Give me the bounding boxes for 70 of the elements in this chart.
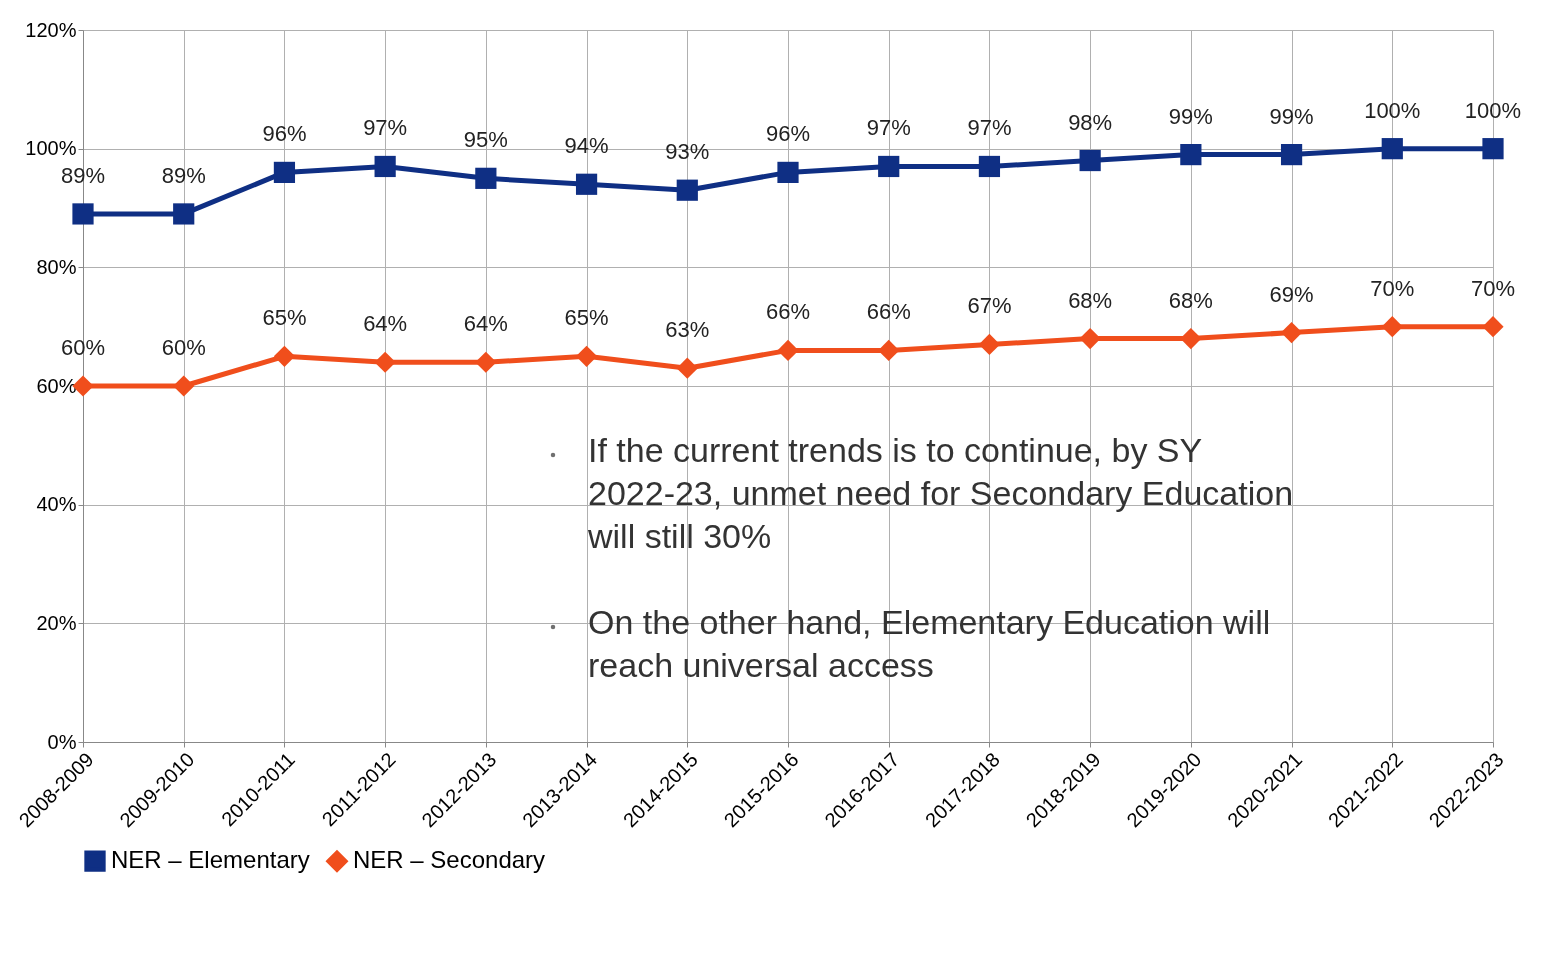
point [978, 155, 1001, 178]
point [1079, 327, 1101, 350]
point [777, 339, 799, 362]
y-tick-label: 0% [47, 730, 77, 753]
point [878, 155, 900, 178]
data-label: 98% [1068, 109, 1113, 135]
data-label: 65% [564, 305, 609, 331]
point [475, 351, 497, 373]
point [1079, 149, 1101, 172]
data-label: 97% [866, 115, 911, 141]
point [475, 167, 497, 189]
data-label: 68% [1068, 287, 1113, 313]
point [676, 179, 698, 201]
point [1482, 138, 1504, 160]
point [1180, 327, 1202, 350]
data-label: 96% [765, 121, 811, 147]
data-label: 93% [665, 139, 710, 165]
annotation: On the other hand, Elementary Education will reach universal access [588, 603, 1271, 684]
data-label: 89% [60, 162, 106, 188]
annotation: If the current trends is to continue, by SY 2022-23, unmet need for Secondary Education will still 30% [587, 431, 1294, 555]
point [273, 345, 296, 367]
point [676, 357, 698, 379]
data-label: 99% [1269, 103, 1314, 129]
data-label: 97% [363, 115, 408, 141]
point [173, 375, 195, 397]
data-label: 95% [463, 127, 508, 153]
data-label: 100% [1464, 97, 1522, 123]
legend-label: NER – Secondary [353, 846, 546, 874]
point [1180, 143, 1202, 166]
point [1482, 316, 1504, 338]
y-tick-label: 20% [36, 611, 77, 634]
y-tick-label: 100% [25, 137, 77, 160]
data-label: 99% [1168, 103, 1213, 129]
legend-label: NER – Elementary [111, 846, 310, 874]
point [1280, 321, 1303, 344]
y-tick-label: 60% [36, 374, 77, 397]
data-label: 64% [463, 311, 508, 337]
data-label: 70% [1470, 275, 1516, 301]
point [374, 155, 396, 178]
data-label: 66% [765, 299, 811, 325]
y-tick-label: 120% [25, 18, 77, 41]
data-label: 89% [161, 162, 206, 188]
point [978, 333, 1001, 356]
point [777, 161, 799, 184]
point [173, 203, 195, 225]
point [273, 161, 296, 184]
data-label: 94% [564, 133, 609, 159]
data-label: 96% [262, 121, 307, 147]
point [72, 203, 94, 225]
data-label: 67% [967, 293, 1012, 319]
data-label: 66% [866, 299, 911, 325]
data-label: 60% [161, 335, 206, 360]
data-label: 97% [967, 115, 1012, 141]
data-label: 70% [1370, 275, 1415, 301]
point [1381, 316, 1403, 338]
y-tick-label: 40% [36, 493, 77, 516]
data-label: 65% [262, 305, 307, 331]
point [1280, 143, 1303, 166]
point [575, 173, 598, 195]
point [374, 351, 396, 373]
data-label: 64% [363, 311, 408, 337]
y-tick-label: 80% [36, 255, 77, 278]
point [1381, 138, 1403, 160]
data-label: 68% [1168, 287, 1213, 313]
data-label: 69% [1269, 281, 1314, 307]
data-label: 63% [665, 317, 710, 343]
point [878, 339, 900, 362]
data-label: 60% [60, 335, 106, 360]
point [575, 345, 598, 367]
data-label: 100% [1364, 97, 1421, 123]
